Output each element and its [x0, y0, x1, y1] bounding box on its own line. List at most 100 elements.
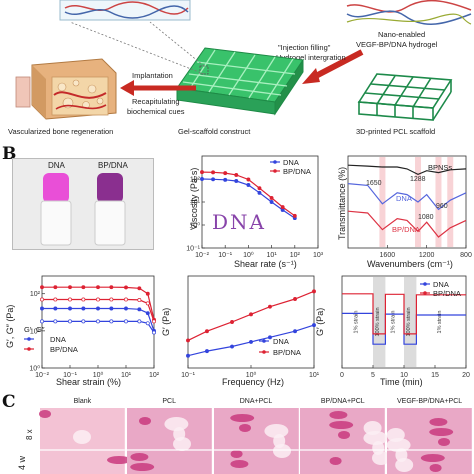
viscosity-point [200, 170, 204, 175]
ftir-xtick-label: 1600 [380, 252, 396, 259]
tissue-feature [229, 460, 248, 468]
tissue-feature [429, 418, 448, 426]
strain_sweep-xtick-label: 10⁻¹ [63, 372, 77, 379]
histology-column-label: Blank [73, 398, 92, 405]
frequency-legend-bpdna: BP/DNA [273, 348, 301, 357]
viscosity-point [269, 200, 274, 204]
dna-strip-illustration [59, 0, 191, 21]
frequency_sweep-point [268, 335, 272, 340]
viscosity-ytick-label: 10² [190, 177, 201, 184]
viscosity-point [257, 190, 262, 195]
histology-column: DNA+PCL [213, 398, 299, 474]
strain_sweep-series-line [42, 307, 155, 332]
tissue-background [213, 408, 299, 474]
frequency_sweep-point [249, 312, 253, 317]
strain-legend-g2: G″ [36, 325, 45, 334]
ftir-peak-960: 960 [436, 203, 448, 210]
frequency_sweep-point [312, 323, 316, 328]
strain_sweep-point [109, 297, 114, 302]
viscosity-point [200, 177, 204, 181]
histology-column: Blank [39, 398, 131, 474]
label-nano: Nano-enabled [378, 30, 426, 39]
histology-image [300, 408, 391, 474]
strain_sweep-point [137, 307, 142, 312]
strain_sweep-point [145, 321, 150, 326]
histology-image [213, 408, 299, 474]
recovery-xtick-label: 20 [462, 372, 470, 379]
strain_sweep-ytick-label: 10⁰ [29, 365, 40, 373]
recovery-xtick-label: 10 [400, 372, 408, 379]
tissue-feature [229, 414, 254, 422]
viscosity-handwriting: DNA [212, 210, 266, 234]
viscosity-ytick-label: 10¹ [190, 200, 201, 207]
tissue-feature [129, 463, 154, 471]
tissue-feature [164, 417, 189, 431]
frequency-legend-dna: DNA [273, 337, 289, 346]
ftir-peak-1080: 1080 [418, 214, 434, 221]
viscosity-ytick-label: 10⁻¹ [186, 246, 200, 253]
viscosity-point [234, 179, 239, 183]
viscosity-point [223, 177, 228, 182]
recovery-xtick-label: 15 [431, 372, 439, 379]
recovery-legend-marker [423, 291, 427, 295]
ftir-peak-band [447, 157, 454, 247]
row-time-label: 4 w [17, 455, 27, 470]
tissue-feature [420, 454, 445, 462]
vial-left-label: DNA [48, 161, 65, 170]
strain_sweep-point [53, 297, 58, 302]
strain_sweep-xtick-label: 10¹ [121, 372, 132, 379]
dna-hydrogel-illustration [346, 0, 472, 25]
strain_sweep-point [53, 319, 58, 324]
ftir-xtick-label: 1200 [419, 252, 435, 259]
label-recap1: Recapitulating [132, 97, 180, 106]
strain_sweep-xtick-label: 10⁻² [35, 372, 49, 379]
implantation-arrow [120, 80, 196, 96]
frequency_sweep-point [230, 344, 234, 349]
histology-image [126, 408, 212, 474]
tissue-feature [238, 424, 251, 432]
frequency_sweep-legend-marker [262, 339, 266, 343]
vial-right-label: BP/DNA [98, 161, 128, 170]
histology-column-label: VEGF-BP/DNA+PCL [397, 398, 463, 405]
frequency_sweep-point [268, 304, 272, 309]
strain_sweep-point [137, 297, 142, 302]
frequency_sweep-point [293, 297, 297, 301]
histology-column-label: PCL [162, 398, 176, 405]
frequency_sweep-point [249, 339, 253, 344]
ftir-peak-band [379, 157, 386, 247]
strain_sweep-point [109, 306, 114, 311]
bone-regeneration-illustration [15, 58, 117, 120]
label-hydrogel: VEGF-BP/DNA hydrogel [356, 40, 438, 49]
ftir-xlabel: Wavenumbers (cm⁻¹) [367, 259, 453, 269]
viscosity-point [246, 177, 251, 182]
strain_sweep-point [68, 285, 72, 290]
strain-xlabel: Shear strain (%) [56, 377, 122, 387]
frequency_sweep-xtick-label: 10⁻¹ [181, 372, 195, 379]
strain_sweep-point [81, 297, 86, 302]
viscosity-point [211, 177, 216, 182]
ftir-series-line [347, 164, 467, 176]
frequency_sweep-point [205, 349, 209, 354]
viscosity-xtick-label: 10⁻² [195, 252, 209, 259]
viscosity-frame [201, 155, 319, 249]
ftir-peak-1650: 1650 [366, 180, 382, 187]
label-integration: Hydrogel intergration [276, 53, 346, 62]
viscosity-point [223, 171, 228, 176]
recovery-xtick-label: 5 [371, 372, 375, 379]
tissue-feature [138, 417, 151, 425]
gel-scaffold-construct [176, 47, 304, 116]
strain_sweep-ytick-label: 10² [30, 291, 41, 298]
viscosity-legend-bpdna: BP/DNA [283, 167, 311, 176]
histology-image [386, 408, 472, 474]
strain_sweep-point [124, 285, 128, 290]
tissue-feature [338, 431, 351, 439]
recovery-strain-label: 1% strain [391, 311, 397, 334]
viscosity-point [292, 213, 297, 218]
strain_sweep-point [96, 306, 100, 311]
frequency_sweep-legend-marker [262, 350, 266, 354]
vial-photo: DNA BP/DNA [12, 158, 154, 250]
viscosity-point [257, 186, 262, 191]
strain_sweep-series-line [42, 320, 155, 333]
